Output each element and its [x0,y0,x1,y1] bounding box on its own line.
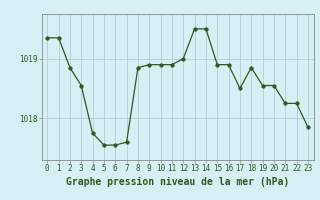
X-axis label: Graphe pression niveau de la mer (hPa): Graphe pression niveau de la mer (hPa) [66,177,289,187]
